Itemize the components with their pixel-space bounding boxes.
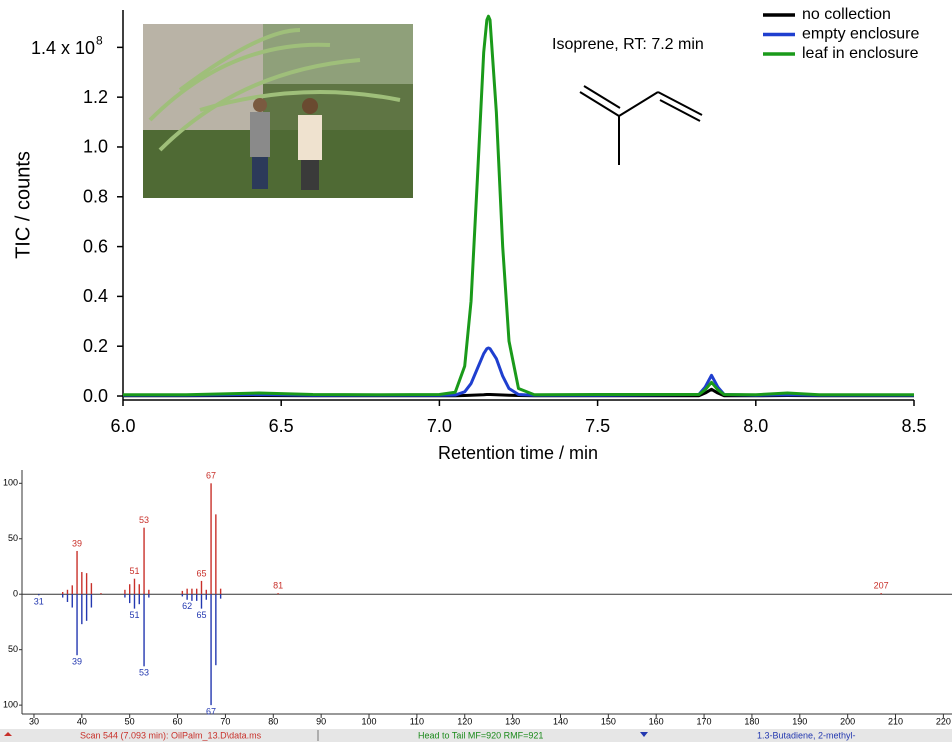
x-tick-label: 90: [316, 716, 326, 726]
x-tick-label: 30: [29, 716, 39, 726]
peak-label: 207: [874, 580, 889, 590]
bond: [579, 91, 620, 117]
isoprene-structure: [579, 85, 703, 165]
y-tick-label: 100: [3, 478, 18, 488]
x-tick-label: 6.0: [110, 416, 135, 436]
x-tick-label: 100: [361, 716, 376, 726]
bond: [618, 91, 659, 117]
photo-person-2-legs: [301, 160, 319, 190]
x-tick-label: 130: [505, 716, 520, 726]
peak-label: 53: [139, 668, 149, 678]
x-tick-label: 180: [744, 716, 759, 726]
peak-label: 67: [206, 471, 216, 481]
status-match: Head to Tail MF=920 RMF=921: [418, 730, 543, 740]
x-tick-label: 7.5: [585, 416, 610, 436]
x-tick-label: 220: [936, 716, 951, 726]
y-tick-label: 1.2: [83, 87, 108, 107]
x-tick-label: 170: [697, 716, 712, 726]
bond: [657, 91, 703, 116]
photo-inset: [143, 24, 413, 198]
legend-label: empty enclosure: [802, 26, 919, 43]
photo-palm-leaves: [148, 28, 401, 152]
photo-person-2-head: [302, 98, 318, 114]
peak-label: 51: [129, 610, 139, 620]
bond: [583, 85, 621, 109]
x-tick-label: 8.5: [901, 416, 926, 436]
peak-label: 62: [182, 601, 192, 611]
peak-label: 51: [129, 566, 139, 576]
x-tick-label: 6.5: [269, 416, 294, 436]
x-tick-label: 190: [792, 716, 807, 726]
legend-label: no collection: [802, 6, 891, 23]
peak-label: 65: [196, 610, 206, 620]
peak-label: 39: [72, 538, 82, 548]
y-tick-label: 100: [3, 700, 18, 710]
x-axis-title: Retention time / min: [438, 443, 598, 463]
status-library: 1.3-Butadiene, 2-methyl-: [757, 730, 856, 740]
y-tick-label: 0.8: [83, 187, 108, 207]
peak-label: 31: [34, 597, 44, 607]
x-tick-label: 160: [649, 716, 664, 726]
x-tick-label: 50: [125, 716, 135, 726]
x-tick-label: 200: [840, 716, 855, 726]
photo-person-1-legs: [252, 157, 268, 189]
y-axis-title: TIC / counts: [12, 151, 34, 259]
y-tick-label: 50: [8, 533, 18, 543]
y-tick-label: 1.4 x 10: [31, 38, 95, 58]
annotation: Isoprene, RT: 7.2 min: [552, 36, 704, 53]
y-tick-exponent: 8: [96, 34, 103, 48]
peak-label: 81: [273, 580, 283, 590]
status-scan: Scan 544 (7.093 min): OilPalm_13.D\data.…: [80, 730, 262, 740]
x-tick-label: 60: [173, 716, 183, 726]
x-tick-label: 80: [268, 716, 278, 726]
y-tick-label: 0.6: [83, 236, 108, 256]
y-tick-label: 0: [13, 589, 18, 599]
legend-label: leaf in enclosure: [802, 45, 919, 62]
y-tick-label: 0.0: [83, 386, 108, 406]
x-tick-label: 110: [410, 716, 424, 726]
photo-person-2: [298, 115, 322, 160]
x-tick-label: 7.0: [427, 416, 452, 436]
x-tick-label: 150: [601, 716, 616, 726]
x-tick-label: 70: [220, 716, 230, 726]
peak-label: 67: [206, 707, 216, 717]
peak-label: 39: [72, 657, 82, 667]
status-arrow: [4, 732, 12, 736]
peak-label: 65: [196, 568, 206, 578]
status-bar: [0, 729, 952, 742]
y-tick-label: 0.4: [83, 286, 108, 306]
photo-person-1-head: [253, 98, 267, 112]
photo-grass: [143, 130, 413, 198]
x-tick-label: 120: [457, 716, 472, 726]
x-tick-label: 40: [77, 716, 87, 726]
photo-person-1: [250, 112, 270, 157]
y-tick-label: 1.0: [83, 137, 108, 157]
peak-label: 53: [139, 515, 149, 525]
status-arrow: [640, 732, 648, 737]
bond: [659, 99, 701, 122]
y-tick-label: 0.2: [83, 336, 108, 356]
x-tick-label: 140: [553, 716, 568, 726]
series-line: [123, 14, 914, 397]
y-tick-label: 50: [8, 644, 18, 654]
x-tick-label: 210: [888, 716, 903, 726]
x-tick-label: 8.0: [743, 416, 768, 436]
